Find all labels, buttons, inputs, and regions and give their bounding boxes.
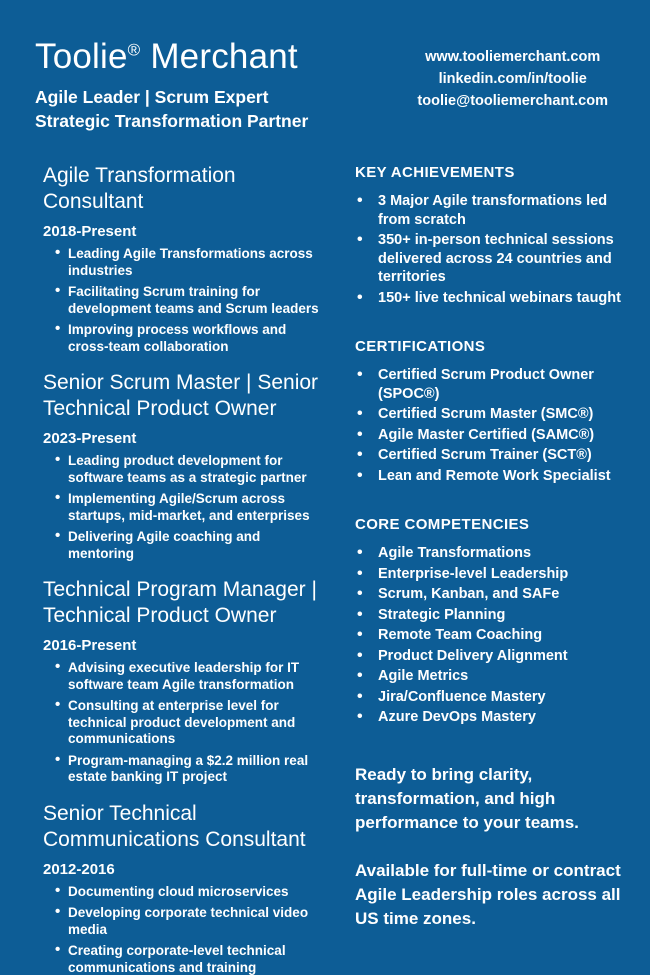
tagline-line-2: Strategic Transformation Partner — [35, 111, 309, 131]
bullet-item: Leading Agile Transformations across ind… — [43, 245, 328, 279]
bullet-item: Azure DevOps Mastery — [355, 708, 622, 727]
sidebar-column: KEY ACHIEVEMENTS 3 Major Agile transform… — [355, 163, 650, 975]
bullet-item: 3 Major Agile transformations led from s… — [355, 192, 622, 229]
job-bullet-list: Leading Agile Transformations across ind… — [43, 245, 328, 355]
job-dates: 2018-Present — [43, 223, 137, 240]
certifications-section: CERTIFICATIONS Certified Scrum Product O… — [355, 337, 622, 485]
bullet-item: Lean and Remote Work Specialist — [355, 467, 622, 486]
section-heading: KEY ACHIEVEMENTS — [355, 164, 515, 181]
linkedin-link: linkedin.com/in/toolie — [438, 71, 587, 87]
closing-statement: Ready to bring clarity, transformation, … — [355, 763, 622, 931]
bullet-item: Strategic Planning — [355, 606, 622, 625]
section-heading: CERTIFICATIONS — [355, 338, 486, 355]
job-bullet-list: Leading product development for software… — [43, 452, 328, 562]
bullet-item: Certified Scrum Product Owner (SPOC®) — [355, 366, 622, 403]
header: Toolie® Merchant Agile Leader | Scrum Ex… — [0, 0, 650, 133]
experience-column: Agile Transformation Consultant 2018-Pre… — [0, 163, 328, 975]
bullet-item: Certified Scrum Master (SMC®) — [355, 405, 622, 424]
bullet-item: Agile Master Certified (SAMC®) — [355, 426, 622, 445]
bullet-item: Delivering Agile coaching and mentoring — [43, 528, 328, 562]
email-link: toolie@tooliemerchant.com — [417, 93, 608, 109]
tagline: Agile Leader | Scrum Expert Strategic Tr… — [35, 85, 308, 133]
bullet-item: Developing corporate technical video med… — [43, 904, 328, 938]
job-bullet-list: Advising executive leadership for IT sof… — [43, 659, 328, 786]
bullet-item: Program-managing a $2.2 million real est… — [43, 752, 328, 786]
job-section-agile-transformation-consultant: Agile Transformation Consultant 2018-Pre… — [43, 163, 328, 355]
bullet-item: Agile Transformations — [355, 544, 622, 563]
registered-mark: ® — [127, 40, 141, 60]
bullet-item: Scrum, Kanban, and SAFe — [355, 585, 622, 604]
competencies-list: Agile Transformations Enterprise-level L… — [355, 544, 622, 727]
bullet-item: 150+ live technical webinars taught — [355, 289, 622, 308]
bullet-item: Facilitating Scrum training for developm… — [43, 283, 328, 317]
bullet-item: Implementing Agile/Scrum across startups… — [43, 490, 328, 524]
section-heading: CORE COMPETENCIES — [355, 516, 530, 533]
person-name: Toolie® Merchant — [35, 36, 308, 78]
job-section-senior-technical-communications: Senior Technical Communications Consulta… — [43, 801, 328, 975]
bullet-item: Advising executive leadership for IT sof… — [43, 659, 328, 693]
job-section-senior-scrum-master: Senior Scrum Master | Senior Technical P… — [43, 370, 328, 562]
key-achievements-section: KEY ACHIEVEMENTS 3 Major Agile transform… — [355, 163, 622, 307]
job-title: Agile Transformation Consultant — [43, 164, 236, 213]
job-title: Senior Technical Communications Consulta… — [43, 801, 306, 851]
resume-body: Agile Transformation Consultant 2018-Pre… — [0, 163, 650, 975]
bullet-item: Leading product development for software… — [43, 452, 328, 486]
achievements-list: 3 Major Agile transformations led from s… — [355, 192, 622, 307]
bullet-item: Certified Scrum Trainer (SCT®) — [355, 446, 622, 465]
bullet-item: Agile Metrics — [355, 667, 622, 686]
job-title: Technical Program Manager | Technical Pr… — [43, 578, 317, 627]
tagline-line-1: Agile Leader | Scrum Expert — [35, 87, 269, 107]
job-bullet-list: Documenting cloud microservices Developi… — [43, 883, 328, 975]
bullet-item: Consulting at enterprise level for techn… — [43, 697, 328, 748]
job-dates: 2012-2016 — [43, 860, 115, 878]
bullet-item: Documenting cloud microservices — [43, 883, 328, 901]
closing-paragraph-2: Available for full-time or contract Agil… — [355, 860, 621, 928]
core-competencies-section: CORE COMPETENCIES Agile Transformations … — [355, 515, 622, 727]
bullet-item: Remote Team Coaching — [355, 626, 622, 645]
job-title: Senior Scrum Master | Senior Technical P… — [43, 371, 319, 420]
bullet-item: Creating corporate-level technical commu… — [43, 942, 328, 975]
bullet-item: Improving process workflows and cross-te… — [43, 321, 328, 355]
bullet-item: 350+ in-person technical sessions delive… — [355, 231, 622, 287]
closing-paragraph-1: Ready to bring clarity, transformation, … — [355, 764, 579, 832]
website-link: www.tooliemerchant.com — [425, 49, 601, 65]
person-first-name: Toolie — [35, 37, 128, 76]
certifications-list: Certified Scrum Product Owner (SPOC®) Ce… — [355, 366, 622, 485]
contact-block: www.tooliemerchant.com linkedin.com/in/t… — [417, 46, 620, 112]
person-last-name: Merchant — [150, 37, 298, 76]
bullet-item: Enterprise-level Leadership — [355, 565, 622, 584]
job-dates: 2016-Present — [43, 637, 137, 654]
identity-block: Toolie® Merchant Agile Leader | Scrum Ex… — [35, 36, 308, 133]
job-dates: 2023-Present — [43, 430, 137, 447]
bullet-item: Jira/Confluence Mastery — [355, 688, 622, 707]
job-section-technical-program-manager: Technical Program Manager | Technical Pr… — [43, 577, 328, 786]
bullet-item: Product Delivery Alignment — [355, 647, 622, 666]
